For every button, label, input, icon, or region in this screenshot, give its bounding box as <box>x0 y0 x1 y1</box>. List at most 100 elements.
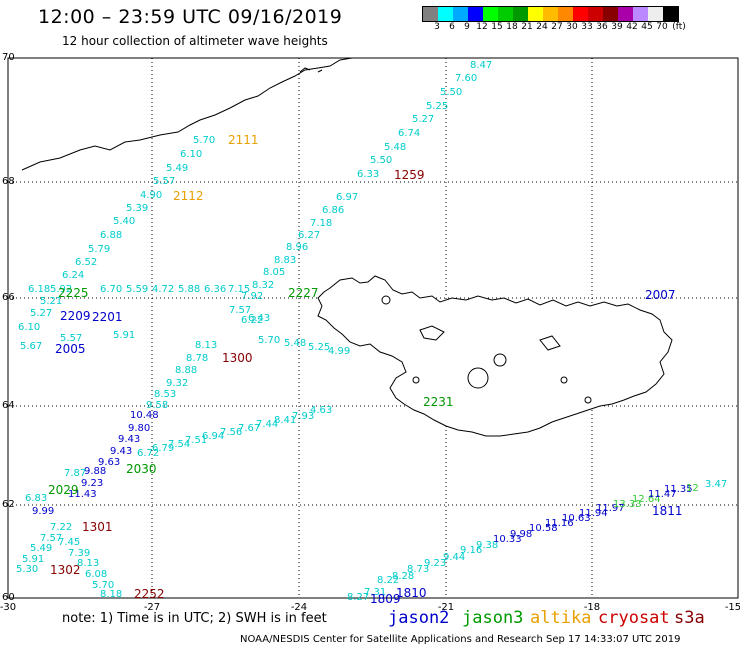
color-swatch <box>423 7 438 21</box>
wave-height-label: 3.47 <box>705 479 727 490</box>
latitude-label: 62 <box>2 499 15 510</box>
pass-time-label: 1300 <box>222 351 253 365</box>
wave-height-label: 9.99 <box>32 506 54 517</box>
color-swatch <box>618 7 633 21</box>
wave-height-label: 8.83 <box>274 255 296 266</box>
wave-height-label: 5.39 <box>126 203 148 214</box>
wave-height-label: 11.94 <box>579 508 608 519</box>
wave-height-label: 8.05 <box>263 267 285 278</box>
wave-height-label: 7.45 <box>58 537 80 548</box>
wave-height-label: 7.44 <box>256 419 278 430</box>
wave-height-label: 5.79 <box>88 244 110 255</box>
footer-credit: NOAA/NESDIS Center for Satellite Applica… <box>240 634 681 645</box>
pass-time-label: 2007 <box>645 288 676 302</box>
wave-height-label: 7.18 <box>310 218 332 229</box>
longitude-label: -27 <box>144 602 160 613</box>
wave-height-label: 12.64 <box>632 494 661 505</box>
wave-height-label: 7.87 <box>64 468 86 479</box>
color-swatch <box>498 7 513 21</box>
latitude-label: 64 <box>2 400 15 411</box>
wave-height-label: 9.43 <box>118 434 140 445</box>
color-scale-label: 45 <box>641 22 653 32</box>
wave-height-label: 8.13 <box>77 558 99 569</box>
wave-height-label: 9.88 <box>84 466 106 477</box>
wave-height-label: 5.67 <box>20 341 42 352</box>
wave-height-label: 8.47 <box>470 60 492 71</box>
wave-height-label: 8.22 <box>377 575 399 586</box>
wave-height-label: 7.22 <box>50 522 72 533</box>
wave-height-label: 6.43 <box>248 313 270 324</box>
color-swatch <box>528 7 543 21</box>
wave-height-label: 5.40 <box>113 216 135 227</box>
pass-time-label: 2030 <box>126 462 157 476</box>
wave-height-label: 6.83 <box>25 493 47 504</box>
wave-height-label: 5.57 <box>60 333 82 344</box>
wave-height-label: 6.86 <box>322 205 344 216</box>
satellite-legend-altika: altika <box>530 608 592 628</box>
color-scale-label: 39 <box>611 22 623 32</box>
wave-height-label: 7.39 <box>68 548 90 559</box>
wave-height-label: 5.48 <box>384 142 406 153</box>
color-scale-bar <box>422 6 679 22</box>
iceland-lakes <box>381 295 592 404</box>
wave-height-label: 5.91 <box>113 330 135 341</box>
pass-time-label: 2029 <box>48 483 79 497</box>
wave-height-label: 5.59 <box>126 284 148 295</box>
wave-height-label: 9.38 <box>476 540 498 551</box>
pass-time-label: 2111 <box>228 133 259 147</box>
map-subtitle: 12 hour collection of altimeter wave hei… <box>62 34 328 48</box>
map-title: 12:00 – 23:59 UTC 09/16/2019 <box>38 6 343 28</box>
wave-height-label: 13.33 <box>613 499 642 510</box>
wave-height-label: 11.97 <box>596 503 625 514</box>
pass-time-label: 2005 <box>55 342 86 356</box>
color-scale-labels: 3 6 9 12 15 18 21 24 27 30 33 36 39 42 45 70 (ft) <box>422 22 740 34</box>
wave-height-label: 11.16 <box>545 518 574 529</box>
latitude-label: 70 <box>2 52 15 63</box>
color-scale-label: 70 <box>656 22 668 32</box>
wave-height-label: 11.47 <box>648 489 677 500</box>
wave-height-label: 5.70 <box>258 335 280 346</box>
wave-height-label: 11.35 <box>664 484 693 495</box>
wave-height-label: 6.24 <box>62 270 84 281</box>
wave-height-label: 5.49 <box>166 163 188 174</box>
wave-height-label: 6.97 <box>336 192 358 203</box>
wave-height-label: 6.10 <box>180 149 202 160</box>
wave-height-label: 8.88 <box>175 365 197 376</box>
latitude-label: 66 <box>2 292 15 303</box>
pass-time-label: 2231 <box>423 395 454 409</box>
color-scale-label: (ft) <box>672 22 686 32</box>
wave-height-label: 8.41 <box>274 415 296 426</box>
color-swatch <box>543 7 558 21</box>
color-swatch <box>438 7 453 21</box>
satellite-legend-cryosat: cryosat <box>598 608 670 628</box>
wave-height-label: 5.70 <box>193 135 215 146</box>
wave-height-label: 6.18 <box>28 284 50 295</box>
wave-height-label: 5.91 <box>22 554 44 565</box>
color-swatch <box>483 7 498 21</box>
wave-height-label: 8.28 <box>392 571 414 582</box>
longitude-label: -21 <box>438 602 454 613</box>
wave-height-label: 4.63 <box>310 405 332 416</box>
pass-time-label: 1259 <box>394 168 425 182</box>
greenland-coastline <box>21 57 353 171</box>
color-swatch <box>453 7 468 21</box>
wave-height-label: 4.90 <box>140 190 162 201</box>
wave-height-label: 9.43 <box>110 446 132 457</box>
color-swatch <box>558 7 573 21</box>
wave-height-label: 10.48 <box>130 410 159 421</box>
wave-height-label: 8.32 <box>252 280 274 291</box>
longitude-label: -30 <box>0 602 16 613</box>
wave-height-label: 9.58 <box>146 400 168 411</box>
wave-height-label: 8.53 <box>154 389 176 400</box>
color-scale-label: 9 <box>464 22 470 32</box>
wave-height-label: 7.57 <box>229 305 251 316</box>
wave-height-label: 9.98 <box>510 529 532 540</box>
wave-height-label: 6.79 <box>152 443 174 454</box>
pass-time-label: 1302 <box>50 563 81 577</box>
wave-height-label: 9.80 <box>128 423 150 434</box>
satellite-legend-jason2: jason2 <box>388 608 450 628</box>
wave-height-label: 5.30 <box>16 564 38 575</box>
color-scale-label: 6 <box>449 22 455 32</box>
wave-height-label: 7.57 <box>40 533 62 544</box>
wave-height-label: 7.93 <box>292 411 314 422</box>
